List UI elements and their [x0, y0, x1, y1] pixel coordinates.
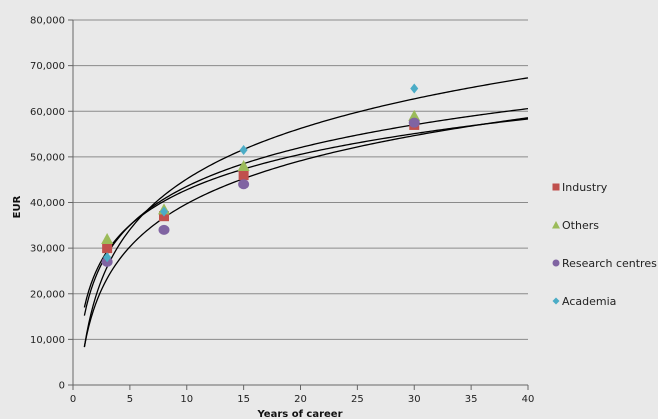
others-point [237, 160, 250, 171]
x-tick-label: 35 [465, 394, 478, 405]
research-centres-point [238, 179, 250, 190]
research-centres-point [158, 224, 170, 235]
y-axis-title: EUR [12, 195, 23, 218]
legend-item-research-centres: Research centres [552, 257, 657, 270]
x-tick-label: 20 [294, 394, 307, 405]
academia-point [410, 83, 419, 94]
x-tick-label: 10 [180, 394, 193, 405]
trendline [83, 118, 529, 308]
legend-diamond-icon [552, 297, 560, 305]
x-tick-labels: 0 5 10 15 20 25 30 35 40 [70, 394, 535, 405]
industry-point [102, 243, 113, 254]
legend-label: Others [562, 219, 599, 232]
legend-label: Research centres [562, 257, 657, 270]
others-point [101, 233, 114, 244]
academia-point [160, 206, 168, 217]
trendline [83, 77, 529, 348]
x-tick-label: 30 [408, 394, 421, 405]
x-axis-title: Years of career [256, 409, 342, 419]
trendlines [83, 77, 529, 348]
legend-label: Academia [562, 295, 616, 308]
x-tick-label: 25 [351, 394, 364, 405]
legend-triangle-icon [552, 221, 560, 229]
legend-circle-icon [552, 259, 560, 267]
data-points [101, 83, 421, 267]
y-tick-label: 60,000 [30, 107, 65, 118]
x-tick-label: 15 [237, 394, 250, 405]
industry-point [238, 170, 249, 181]
y-tick-label: 30,000 [30, 244, 65, 255]
y-tick-labels: 0 10,000 20,000 30,000 40,000 50,000 60,000 70,… [30, 16, 65, 392]
y-tick-label: 50,000 [30, 152, 65, 163]
y-tick-label: 70,000 [30, 61, 65, 72]
legend-item-academia: Academia [552, 295, 616, 308]
y-tick-label: 20,000 [30, 289, 65, 300]
legend-square-icon [552, 183, 560, 191]
x-tick-label: 40 [522, 394, 535, 405]
y-tick-label: 40,000 [30, 198, 65, 209]
y-tick-label: 0 [59, 381, 65, 392]
legend-item-industry: Industry [552, 181, 608, 194]
others-point [408, 109, 421, 121]
y-tick-label: 80,000 [30, 16, 65, 27]
trendline [83, 117, 529, 347]
trendline [83, 107, 529, 316]
legend: Industry Others Research centres Academia [552, 181, 657, 308]
x-tick-label: 5 [127, 394, 133, 405]
academia-point [103, 252, 112, 263]
gridlines [73, 19, 528, 340]
research-centres-point [408, 117, 420, 128]
x-tick-label: 0 [70, 394, 76, 405]
y-tick-label: 10,000 [30, 335, 65, 346]
axes [68, 19, 529, 390]
legend-item-others: Others [552, 219, 599, 232]
academia-point [239, 145, 248, 156]
legend-label: Industry [562, 181, 608, 194]
